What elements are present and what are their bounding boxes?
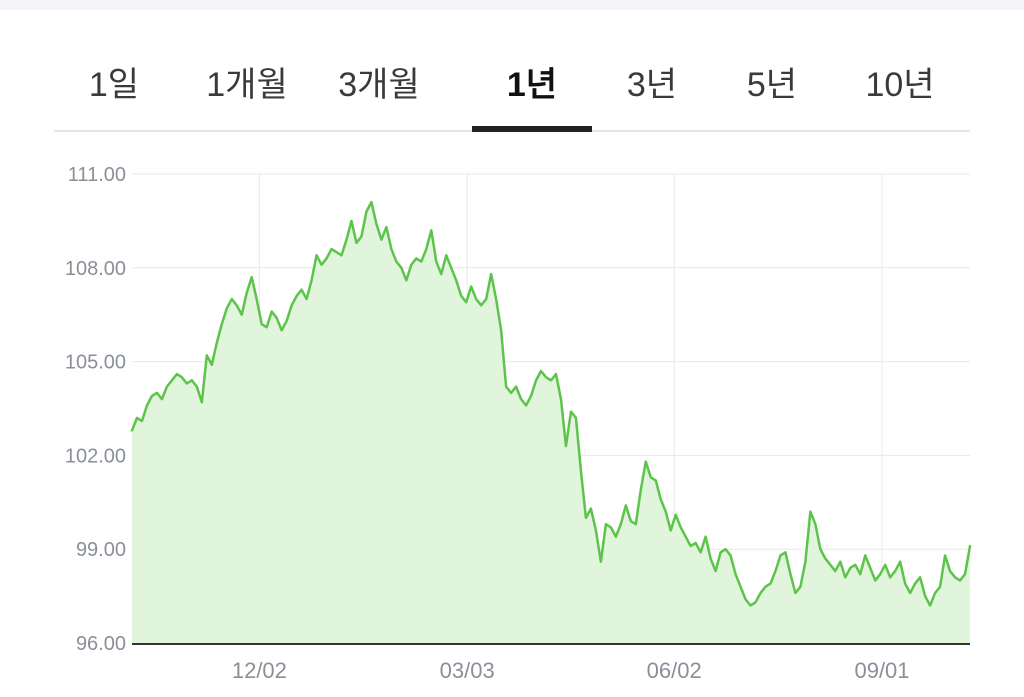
top-strip [0,0,1024,10]
tab-5y[interactable]: 5년 [746,66,798,104]
y-tick-label: 108.00 [65,258,126,280]
price-chart: 111.00 108.00 105.00 102.00 99.00 96.00 12/02… [65,164,972,683]
y-tick-label: 102.00 [65,445,126,467]
x-axis-labels: 12/02 03/03 06/02 09/01 [232,658,910,683]
series-line [130,200,972,607]
tab-3m[interactable]: 3개월 [338,66,420,104]
period-tabs: 1일 1개월 3개월 1년 3년 5년 10년 [54,40,970,132]
y-tick-label: 99.00 [76,539,126,561]
tab-10y[interactable]: 10년 [865,66,935,104]
x-tick-label: 09/01 [854,658,909,683]
y-axis-labels: 111.00 108.00 105.00 102.00 99.00 96.00 [65,164,126,655]
tab-1m[interactable]: 1개월 [206,66,288,104]
x-tick-label: 12/02 [232,658,287,683]
tab-1d[interactable]: 1일 [88,66,140,104]
tab-3y[interactable]: 3년 [626,66,678,104]
y-tick-label: 96.00 [76,633,126,655]
tab-1y[interactable]: 1년 [472,40,592,132]
x-tick-label: 06/02 [647,658,702,683]
y-tick-label: 105.00 [65,352,126,374]
y-tick-label: 111.00 [68,164,126,186]
chart-area-layer [130,200,972,643]
x-tick-label: 03/03 [440,658,495,683]
series-area [132,202,970,643]
